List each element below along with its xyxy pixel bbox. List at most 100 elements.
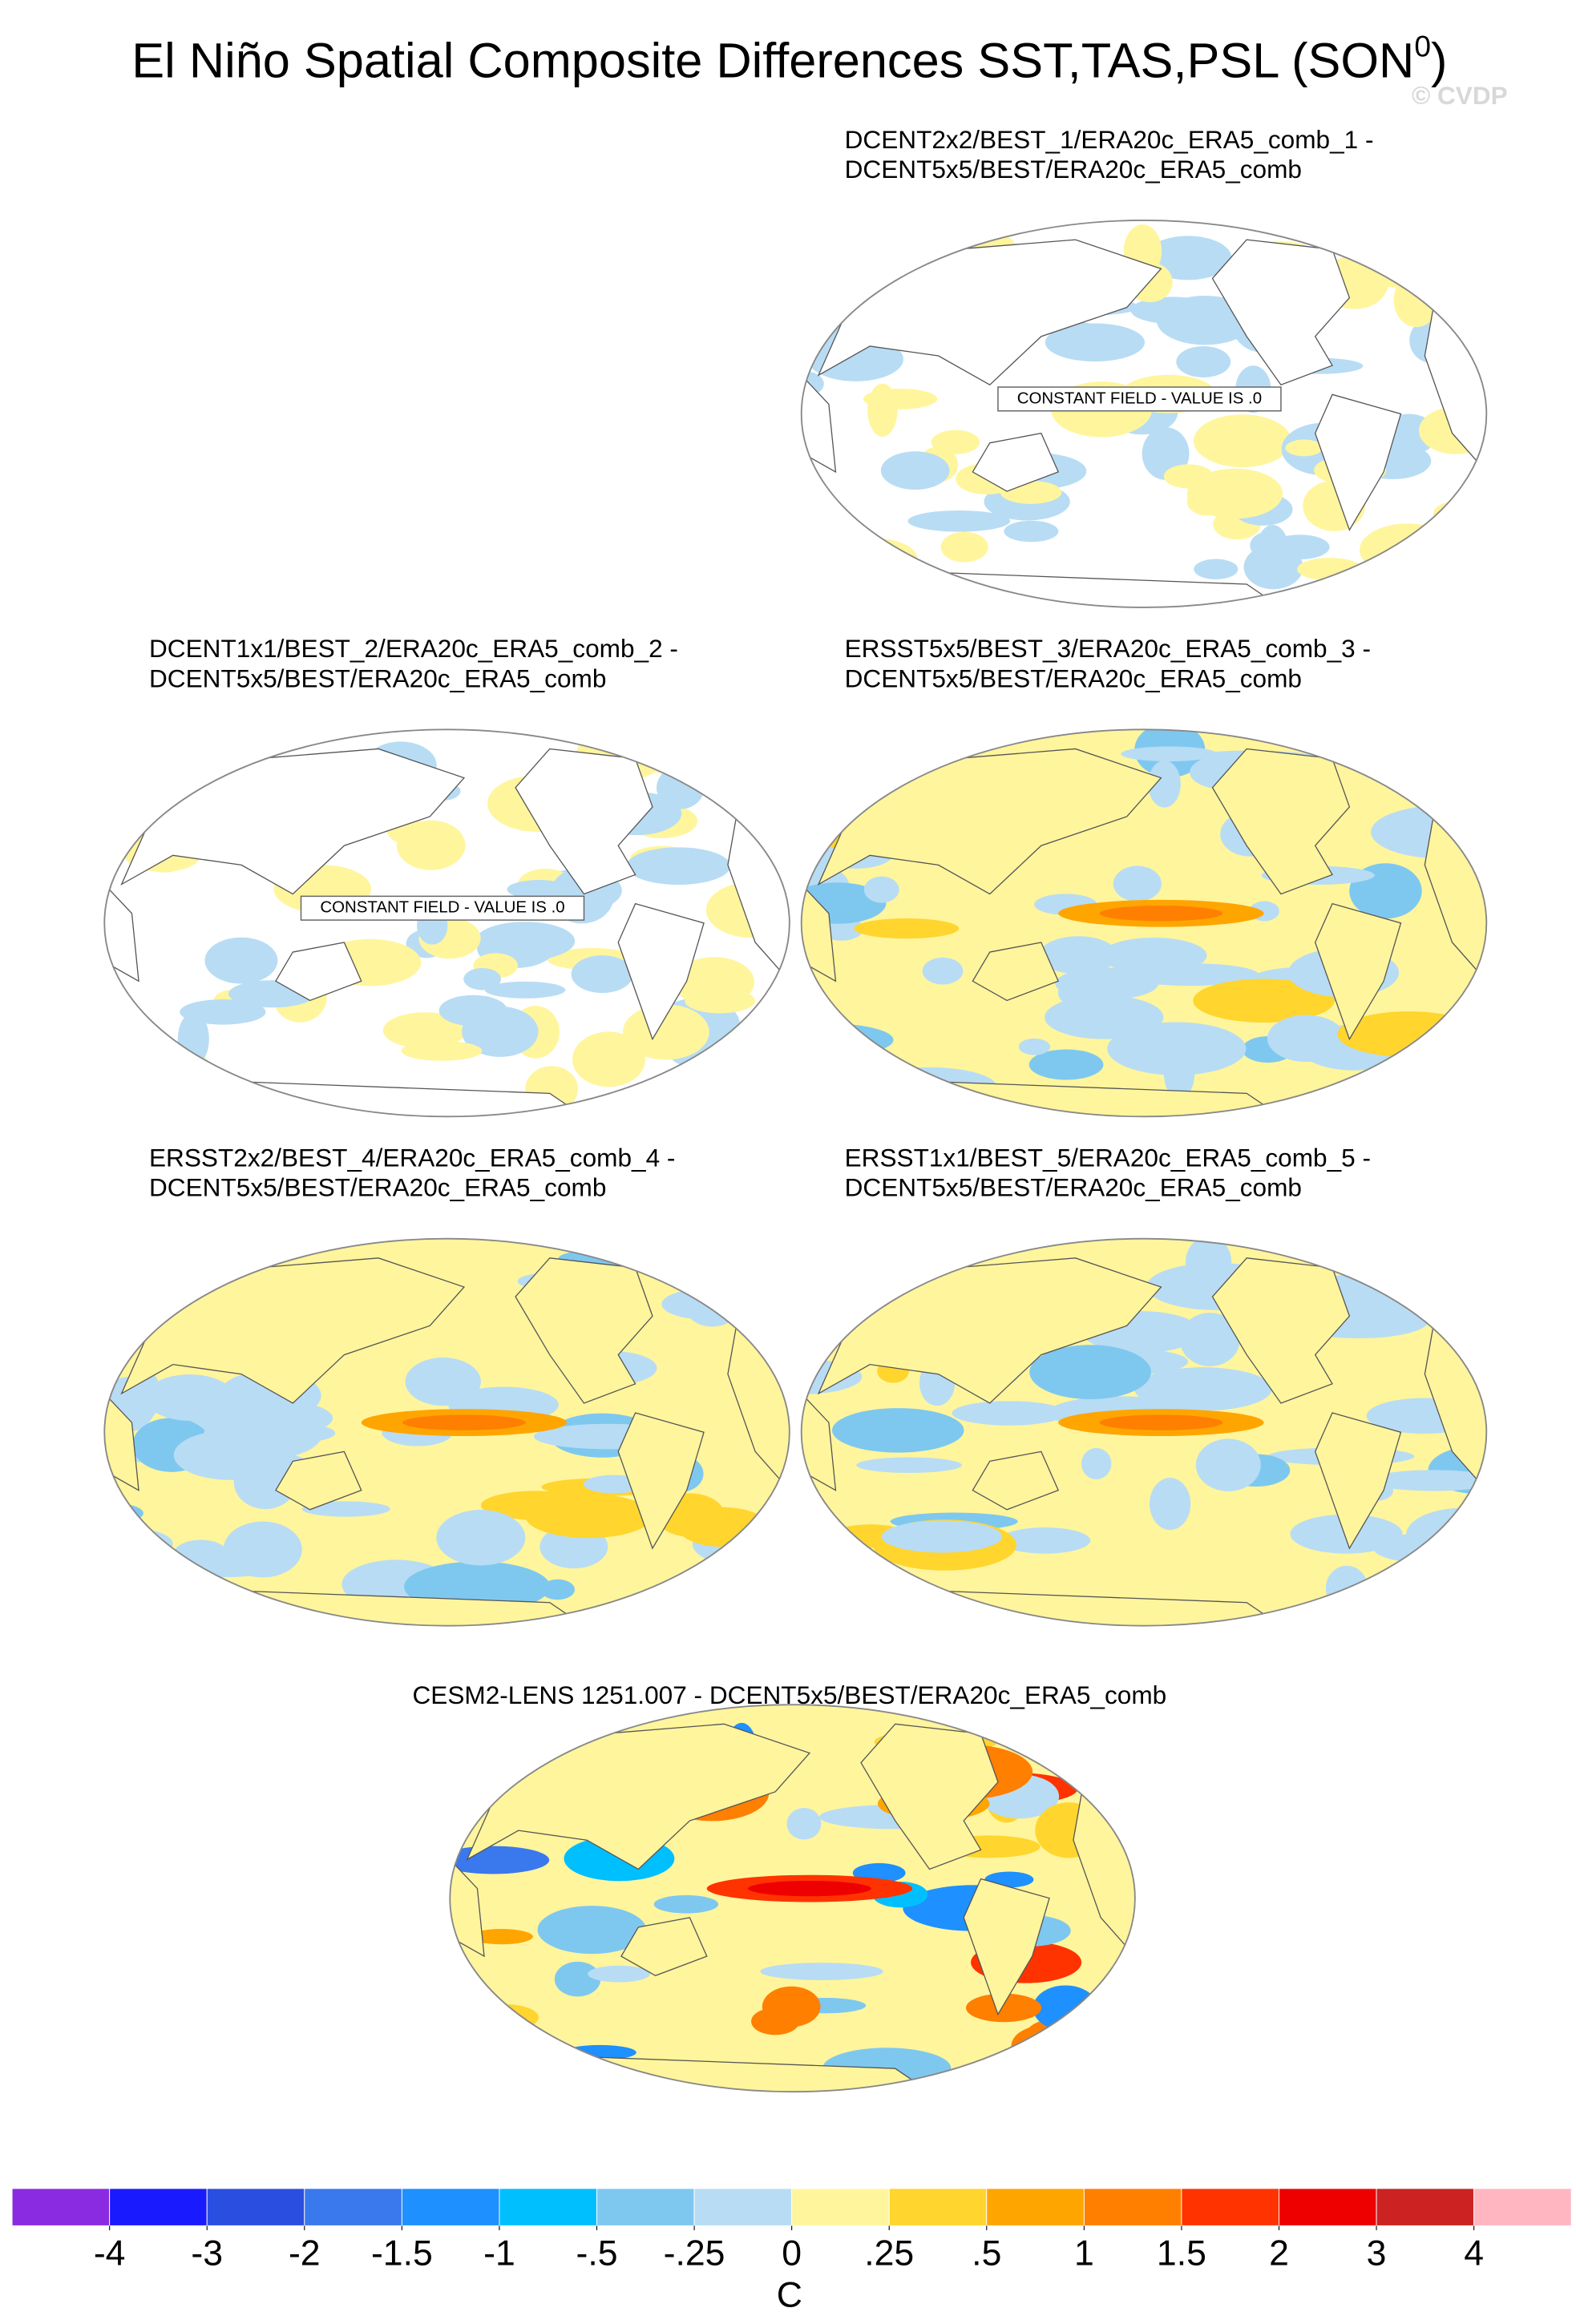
map-field [801, 1023, 894, 1057]
map [450, 1705, 1135, 2092]
panel-title: DCENT5x5/BEST/ERA20c_ERA5_comb [149, 664, 606, 692]
map-field [1433, 501, 1479, 527]
map-field [1457, 807, 1487, 832]
continent [972, 1450, 1060, 1511]
continent [1314, 393, 1402, 531]
colorbar-box [1083, 2188, 1182, 2226]
map [801, 729, 1487, 1117]
map-field [480, 1716, 578, 1757]
map-border [800, 728, 1488, 1118]
map-field [827, 538, 918, 579]
map-field [854, 918, 960, 939]
map-field [177, 1012, 209, 1066]
map-field [537, 1906, 647, 1955]
map-field [504, 938, 568, 955]
map-field [1452, 252, 1487, 280]
map-field [931, 430, 980, 454]
map-field [554, 1961, 601, 1997]
colorbar-unit: C [777, 2275, 802, 2314]
map-field [1121, 746, 1218, 762]
colorbar-box [986, 2188, 1085, 2226]
panel-title: DCENT5x5/BEST/ERA20c_ERA5_comb [845, 1173, 1302, 1202]
map-field [786, 1807, 822, 1840]
continent [275, 942, 362, 1002]
map-field [1194, 559, 1239, 580]
colorbar-box [1473, 2188, 1572, 2226]
continent [972, 942, 1060, 1002]
map-field [1406, 1507, 1487, 1562]
map-field [801, 1549, 863, 1567]
map-field [450, 1749, 499, 1775]
map-field [1193, 414, 1291, 468]
map-field [881, 1520, 1003, 1553]
colorbar-label: 1.5 [1157, 2233, 1206, 2273]
panel-title: ERSST1x1/BEST_5/ERA20c_ERA5_comb_5 - [845, 1144, 1371, 1172]
map-field [649, 752, 696, 776]
map-field [867, 383, 898, 437]
map-field [999, 1527, 1091, 1554]
map-field [767, 748, 790, 777]
colorbar-box [499, 2188, 597, 2226]
map-field [746, 804, 790, 837]
map-field [760, 1963, 883, 1980]
map-field [1368, 1470, 1487, 1491]
map-field [1134, 1367, 1272, 1411]
map-field [1099, 906, 1223, 922]
map-field [1156, 296, 1254, 345]
map-field [1195, 1438, 1261, 1491]
map-field [1388, 529, 1469, 584]
panel-title: ERSST5x5/BEST_3/ERA20c_ERA5_comb_3 - [845, 634, 1371, 663]
colorbar-box [693, 2188, 793, 2226]
map-field [1081, 1447, 1112, 1479]
map-field [1420, 1277, 1487, 1317]
panel-title: DCENT2x2/BEST_1/ERA20c_ERA5_comb_1 - [845, 125, 1374, 154]
map-field [1437, 555, 1487, 589]
map-field [856, 1457, 962, 1473]
colorbar-label: 2 [1269, 2233, 1289, 2273]
panel-title: DCENT5x5/BEST/ERA20c_ERA5_comb [149, 1173, 606, 1202]
map-border [103, 1237, 790, 1627]
title-main: El Niño Spatial Composite Differences SS… [131, 34, 1414, 88]
colorbar-label: .25 [864, 2233, 914, 2273]
map-field [622, 1004, 709, 1060]
map-field [831, 1408, 964, 1453]
annotation: CONSTANT FIELD - VALUE IS .0 [320, 899, 564, 917]
continent [450, 1858, 485, 1958]
colorbar-box [109, 2188, 208, 2226]
map-field [436, 1510, 526, 1566]
map-field [940, 531, 988, 563]
map-field [1193, 978, 1335, 1023]
map-field [1250, 531, 1289, 559]
colorbar-box [791, 2188, 890, 2226]
continent [860, 1723, 999, 1870]
map-field [1440, 1305, 1487, 1345]
colorbar-box [304, 2188, 402, 2226]
map-field [1050, 322, 1108, 355]
colorbar-label: -3 [191, 2233, 223, 2273]
colorbar-box [1279, 2188, 1377, 2226]
colorbar-label: -.25 [664, 2233, 725, 2273]
map-field [104, 1528, 173, 1559]
map-field [1107, 1022, 1247, 1075]
continent [275, 1450, 362, 1511]
map-field [922, 957, 964, 985]
map-field [673, 957, 755, 1007]
continent [515, 748, 653, 895]
map-field [840, 764, 875, 804]
map-field [301, 1501, 390, 1517]
colorbar-box [206, 2188, 305, 2226]
colorbar-label: 3 [1367, 2233, 1387, 2273]
panel-title: ERSST2x2/BEST_4/ERA20c_ERA5_comb_4 - [149, 1144, 675, 1172]
continent [515, 1257, 653, 1404]
title-superscript: 0 [1414, 30, 1431, 63]
map-field [104, 1031, 153, 1049]
colorbar-box [11, 2188, 111, 2226]
continent [972, 432, 1060, 492]
map-field [1094, 1991, 1135, 2046]
colorbar-box [596, 2188, 695, 2226]
map-field [204, 1408, 322, 1460]
title-end: ) [1431, 34, 1447, 88]
colorbar-label: 0 [782, 2233, 802, 2273]
map-field [1384, 236, 1482, 259]
